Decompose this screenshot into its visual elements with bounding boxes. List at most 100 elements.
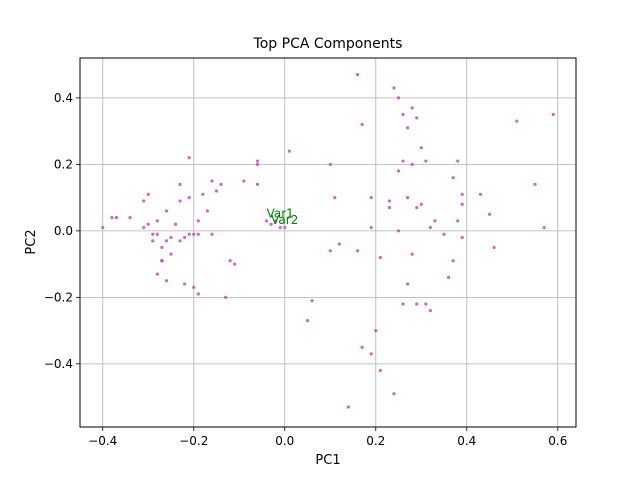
data-point bbox=[478, 192, 483, 196]
data-point bbox=[355, 73, 360, 77]
y-tick-label: 0.4 bbox=[54, 91, 73, 105]
data-point bbox=[328, 249, 332, 253]
data-point bbox=[419, 146, 423, 150]
data-point bbox=[378, 368, 382, 373]
data-point bbox=[360, 122, 364, 127]
data-point bbox=[369, 225, 373, 230]
data-point bbox=[396, 169, 401, 173]
data-point bbox=[151, 239, 155, 243]
data-point bbox=[187, 196, 191, 200]
data-point bbox=[264, 219, 269, 223]
data-point bbox=[283, 225, 287, 230]
data-point bbox=[369, 352, 373, 356]
y-axis-ticks: −0.4 −0.2 0.0 0.2 0.4 bbox=[44, 91, 80, 371]
data-point bbox=[387, 199, 392, 203]
data-point bbox=[242, 179, 246, 183]
y-axis-label: PC2 bbox=[24, 229, 39, 254]
data-point bbox=[360, 345, 364, 349]
data-point bbox=[415, 205, 419, 210]
data-point bbox=[151, 232, 155, 236]
x-tick-label: 0.4 bbox=[457, 434, 476, 448]
data-point bbox=[406, 126, 410, 130]
data-point bbox=[456, 159, 460, 163]
data-point bbox=[196, 292, 200, 296]
data-point bbox=[173, 222, 178, 226]
data-point bbox=[515, 119, 519, 123]
data-point bbox=[274, 219, 278, 223]
y-tick-label: −0.2 bbox=[44, 290, 73, 304]
data-point bbox=[492, 245, 496, 250]
data-point bbox=[255, 182, 260, 186]
data-point bbox=[169, 252, 173, 256]
data-point bbox=[460, 202, 464, 206]
y-tick-label: −0.4 bbox=[44, 357, 73, 371]
data-point bbox=[142, 225, 146, 230]
data-point bbox=[192, 285, 196, 289]
data-point bbox=[415, 116, 419, 120]
data-point bbox=[114, 215, 119, 220]
data-point bbox=[333, 196, 337, 200]
data-point bbox=[219, 182, 223, 186]
data-point bbox=[328, 162, 332, 166]
data-point bbox=[456, 219, 460, 223]
x-axis-ticks: −0.4 −0.2 0.0 0.2 0.4 0.6 bbox=[88, 427, 567, 448]
data-point bbox=[396, 96, 401, 100]
data-point bbox=[183, 235, 187, 240]
data-point bbox=[396, 229, 401, 233]
data-point bbox=[337, 242, 341, 246]
data-point bbox=[205, 209, 210, 213]
data-point bbox=[428, 309, 432, 313]
data-point bbox=[533, 182, 537, 186]
x-tick-label: −0.4 bbox=[88, 434, 117, 448]
data-point bbox=[110, 215, 114, 220]
data-point bbox=[401, 112, 405, 117]
data-point bbox=[392, 86, 396, 90]
data-point bbox=[155, 232, 159, 236]
data-point bbox=[269, 222, 273, 226]
data-point bbox=[401, 159, 405, 163]
data-point bbox=[183, 282, 187, 286]
y-tick-label: 0.2 bbox=[54, 157, 73, 171]
data-point bbox=[201, 192, 205, 196]
data-point bbox=[392, 392, 396, 396]
data-point bbox=[101, 225, 105, 230]
data-point bbox=[178, 182, 182, 186]
data-point bbox=[346, 405, 351, 409]
data-point bbox=[228, 259, 232, 263]
data-point bbox=[460, 235, 464, 240]
data-point bbox=[369, 196, 373, 200]
data-point bbox=[146, 222, 150, 226]
annotation-label: Var1 bbox=[267, 207, 294, 221]
y-tick-label: 0.0 bbox=[54, 224, 73, 238]
data-point bbox=[460, 192, 464, 196]
data-point bbox=[410, 162, 414, 166]
data-point bbox=[178, 239, 182, 243]
data-point bbox=[487, 212, 492, 216]
data-point bbox=[424, 302, 428, 306]
data-point bbox=[355, 249, 360, 253]
data-point bbox=[224, 295, 228, 299]
x-axis-label: PC1 bbox=[315, 453, 340, 468]
data-point bbox=[410, 252, 414, 256]
data-point bbox=[128, 215, 132, 220]
data-point bbox=[164, 239, 169, 243]
data-point bbox=[196, 219, 200, 223]
data-point bbox=[406, 196, 410, 200]
data-point bbox=[446, 275, 451, 280]
data-point bbox=[419, 202, 423, 206]
data-point bbox=[542, 225, 546, 230]
data-point bbox=[164, 209, 169, 213]
data-point bbox=[433, 219, 437, 223]
data-point bbox=[160, 259, 164, 263]
data-point bbox=[187, 156, 191, 160]
x-tick-label: 0.6 bbox=[548, 434, 567, 448]
x-tick-label: −0.2 bbox=[179, 434, 208, 448]
data-point bbox=[424, 159, 428, 163]
data-point bbox=[410, 106, 414, 110]
data-point bbox=[451, 259, 455, 263]
data-point bbox=[451, 176, 455, 180]
data-point bbox=[160, 245, 164, 250]
data-point bbox=[310, 299, 314, 303]
